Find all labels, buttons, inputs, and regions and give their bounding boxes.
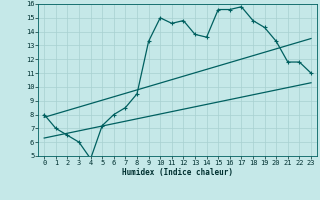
X-axis label: Humidex (Indice chaleur): Humidex (Indice chaleur)	[122, 168, 233, 177]
